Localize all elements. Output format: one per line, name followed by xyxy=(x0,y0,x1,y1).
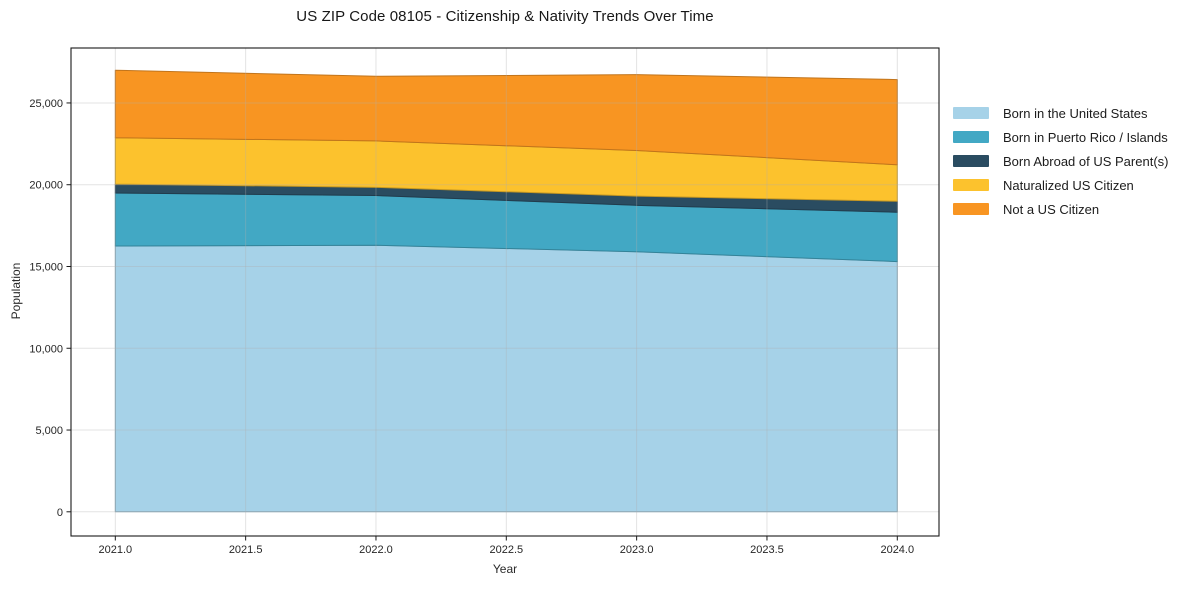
legend-label: Born Abroad of US Parent(s) xyxy=(1003,153,1169,169)
chart-legend: Born in the United States Born in Puerto… xyxy=(953,101,1168,221)
tick-labels: 2021.0 2021.5 2022.0 2022.5 2023.0 2023.5 2024… xyxy=(29,98,914,556)
y-tick-label: 15,000 xyxy=(29,261,63,273)
legend-label: Born in Puerto Rico / Islands xyxy=(1003,129,1168,145)
y-tick-label: 20,000 xyxy=(29,180,63,192)
area-layers xyxy=(114,69,898,513)
x-tick-label: 2023.0 xyxy=(620,544,654,556)
legend-item: Not a US Citizen xyxy=(953,197,1168,221)
y-tick-label: 0 xyxy=(57,507,63,519)
legend-swatch-naturalized xyxy=(953,179,989,191)
legend-swatch-born-us xyxy=(953,107,989,119)
y-tick-label: 10,000 xyxy=(29,343,63,355)
legend-label: Not a US Citizen xyxy=(1003,201,1100,217)
area-layer xyxy=(114,69,898,166)
x-tick-label: 2022.5 xyxy=(489,544,523,556)
gridlines xyxy=(71,48,939,536)
legend-swatch-born-pr xyxy=(953,131,989,143)
x-tick-label: 2024.0 xyxy=(880,544,914,556)
y-tick-label: 5,000 xyxy=(35,425,63,437)
legend-item: Born Abroad of US Parent(s) xyxy=(953,149,1168,173)
legend-label: Naturalized US Citizen xyxy=(1003,177,1134,193)
x-tick-label: 2022.0 xyxy=(359,544,393,556)
x-axis-label: Year xyxy=(492,562,518,576)
y-tick-label: 25,000 xyxy=(29,98,63,110)
legend-item: Naturalized US Citizen xyxy=(953,173,1168,197)
axes-box xyxy=(70,47,940,537)
x-tick-label: 2021.0 xyxy=(98,544,132,556)
legend-swatch-not-citizen xyxy=(953,203,989,215)
legend-item: Born in the United States xyxy=(953,101,1168,125)
chart-title: US ZIP Code 08105 - Citizenship & Nativi… xyxy=(296,8,714,25)
tick-marks xyxy=(66,102,898,541)
x-tick-label: 2023.5 xyxy=(750,544,784,556)
x-tick-label: 2021.5 xyxy=(229,544,263,556)
legend-swatch-born-abroad xyxy=(953,155,989,167)
legend-item: Born in Puerto Rico / Islands xyxy=(953,125,1168,149)
legend-label: Born in the United States xyxy=(1003,105,1148,121)
